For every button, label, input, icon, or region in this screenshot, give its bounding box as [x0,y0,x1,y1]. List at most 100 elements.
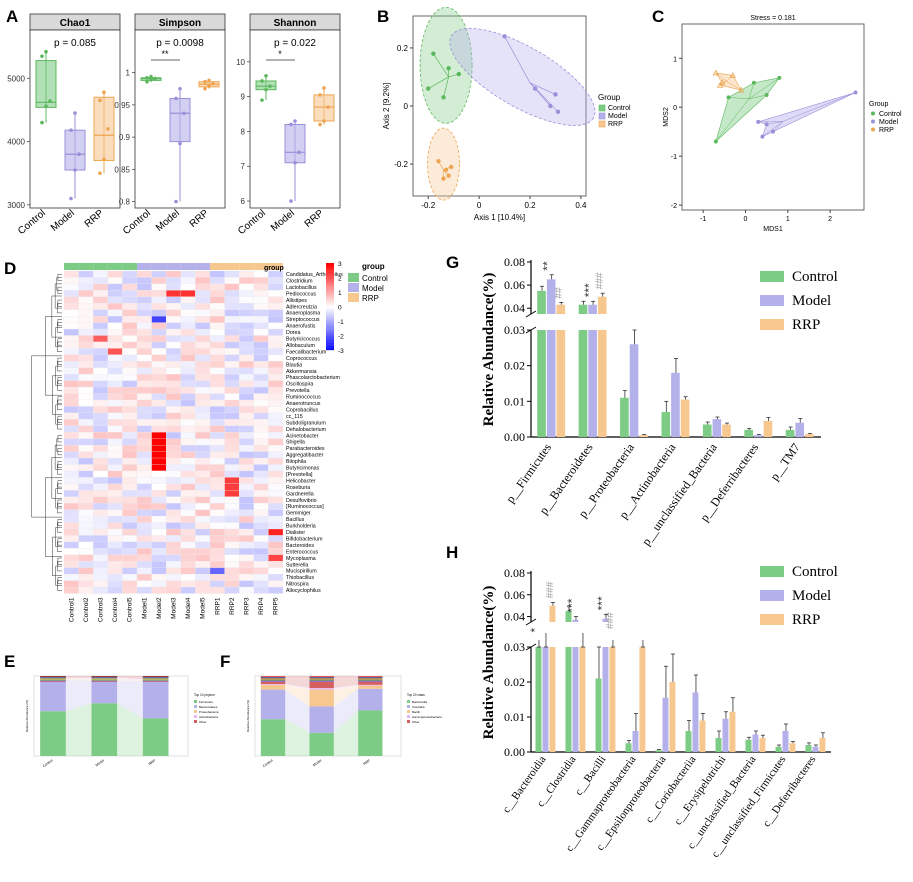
heatmap-cell [209,522,225,530]
heatmap-cell [107,567,123,575]
heatmap-cell [224,586,240,594]
heatmap-cell [166,509,181,517]
data-point [40,54,44,58]
color-scale-segment [326,303,334,306]
legend-key [194,705,197,708]
significance-annotation: ** [541,261,555,271]
heatmap-cell [93,490,108,497]
row-label: Subdoligranulum [286,420,326,426]
heatmap-cell [239,290,254,297]
heatmap-cell [78,586,94,594]
heatmap-cell [209,361,225,368]
bar-control-upper [565,611,572,622]
heatmap-cell [122,554,138,562]
data-point [293,119,297,123]
y-tick-label: 3000 [7,201,25,210]
heatmap-cell [195,509,211,517]
heatmap-cell [151,354,167,362]
heatmap-cell [93,341,108,349]
significance-annotation: *** [582,283,596,297]
heatmap-cell [224,445,240,452]
heatmap-cell [195,361,211,368]
heatmap-cell [239,457,254,465]
heatmap-cell [253,399,269,407]
row-label: Adlercreutzia [286,304,317,310]
heatmap-cell [209,290,225,297]
heatmap-cell [180,277,196,285]
box-model [284,123,306,164]
heatmap-cell [224,496,240,504]
stacked-segment [260,676,286,678]
heatmap-cell [180,303,196,310]
heatmap-cell [122,586,138,594]
heatmap-cell [195,561,211,568]
group-annotation-cell [268,263,283,270]
heatmap-cell [268,432,284,439]
heatmap-cell [136,380,152,388]
heatmap-cell [195,296,211,304]
heatmap-cell [268,490,284,497]
heatmap-cell [136,296,152,304]
p-value: p = 0.085 [54,38,96,49]
heatmap-cell [224,374,240,381]
hull-rrp [715,72,742,91]
heatmap-cell [93,451,108,459]
heatmap-cell [209,548,225,555]
y-tick-label: 0 [404,102,409,111]
heatmap-cell [63,399,79,407]
heatmap-cell [93,586,108,594]
data-point [289,199,293,203]
group-legend-key [348,293,359,302]
heatmap-cell [78,374,94,381]
heatmap-cell [136,277,152,285]
heatmap-cell [78,438,94,446]
heatmap-cell [253,432,269,439]
bar-rrp [789,743,796,752]
bar-control [578,330,588,437]
heatmap-cell [239,277,254,285]
row-label: Anaerofustis [286,324,316,330]
data-point [268,84,272,88]
heatmap-cell [63,348,79,355]
spider-line [728,97,749,100]
heatmap-cell [224,574,240,581]
color-scale-segment [326,318,334,320]
heatmap-cell [239,354,254,362]
data-point [431,51,436,56]
heatmap-cell [107,438,123,446]
legend-key [194,700,197,703]
heatmap-cell [78,574,94,581]
heatmap-cell [180,406,196,414]
x-tick-label: Model [49,208,77,234]
data-point [264,73,268,78]
heatmap-cell [63,354,79,362]
heatmap-cell [209,567,225,575]
x-tick-label: RRP [148,758,157,766]
color-scale-segment [326,329,334,332]
heatmap-cell [151,445,167,452]
heatmap-cell [253,322,269,330]
color-scale-label: 1 [338,290,342,297]
heatmap-cell [78,522,94,530]
legend-label: Other [199,720,207,724]
heatmap-cell [195,574,211,581]
stacked-segment [260,677,286,679]
box-rrp [313,94,335,122]
heatmap-cell [253,457,269,465]
heatmap-cell [195,399,211,407]
heatmap-cell [195,354,211,362]
heatmap-cell [195,425,211,433]
stacked-segment [260,684,286,690]
data-point [149,74,153,79]
color-scale-segment [326,278,334,281]
heatmap-cell [239,503,254,510]
heatmap-cell [107,322,123,330]
legend-key [871,119,875,124]
heatmap-cell [253,412,269,420]
heatmap-cell [63,438,79,446]
legend-label: Model [792,293,831,309]
x-tick-label: RRP [188,208,211,230]
data-point [69,196,73,201]
legend-key [407,715,410,718]
heatmap-cell [180,270,196,278]
